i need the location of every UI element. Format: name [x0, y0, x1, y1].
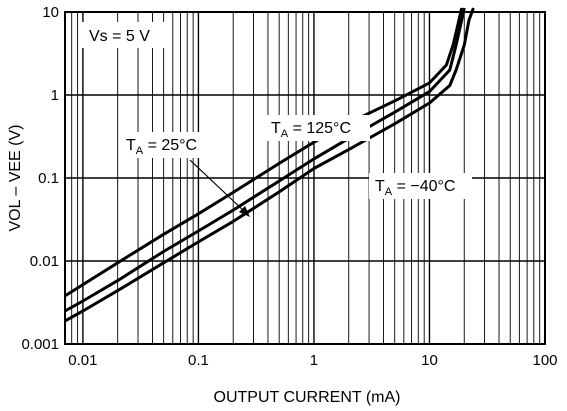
y-tick-label: 1	[51, 87, 59, 104]
series-line-0	[64, 7, 464, 298]
x-tick-label: 1	[310, 352, 318, 369]
supply-label: Vs = 5 V	[89, 28, 150, 45]
label-25c: TA = 25°C	[126, 137, 197, 157]
x-tick-labels: 0.01 0.1 1 10 100	[68, 352, 557, 369]
label-25c-bg	[120, 132, 215, 158]
label-m40c: TA = −40°C	[375, 178, 455, 198]
y-tick-label: 0.1	[38, 170, 59, 187]
x-tick-label: 0.1	[188, 352, 209, 369]
x-axis-label: OUTPUT CURRENT (mA)	[214, 389, 401, 406]
series-line-2	[64, 7, 475, 323]
y-tick-label: 0.01	[30, 253, 59, 270]
series-line-1	[64, 7, 466, 313]
label-125c: TA = 125°C	[271, 120, 351, 140]
y-tick-label: 0.001	[21, 336, 59, 353]
x-tick-label: 10	[421, 352, 438, 369]
grid	[65, 12, 545, 344]
y-tick-label: 10	[42, 4, 59, 21]
label-m40c-bg	[369, 173, 472, 199]
label-25c-arrowhead	[239, 206, 250, 217]
y-tick-labels: 0.001 0.01 0.1 1 10	[21, 4, 59, 353]
curves	[64, 7, 475, 323]
plot-frame	[64, 11, 546, 345]
x-tick-label: 0.01	[68, 352, 97, 369]
x-tick-label: 100	[532, 352, 557, 369]
y-axis-label: VOL – VEE (V)	[7, 125, 24, 232]
label-125c-bg	[265, 115, 370, 141]
label-25c-pointer	[189, 159, 246, 213]
supply-label-bg	[82, 22, 168, 48]
